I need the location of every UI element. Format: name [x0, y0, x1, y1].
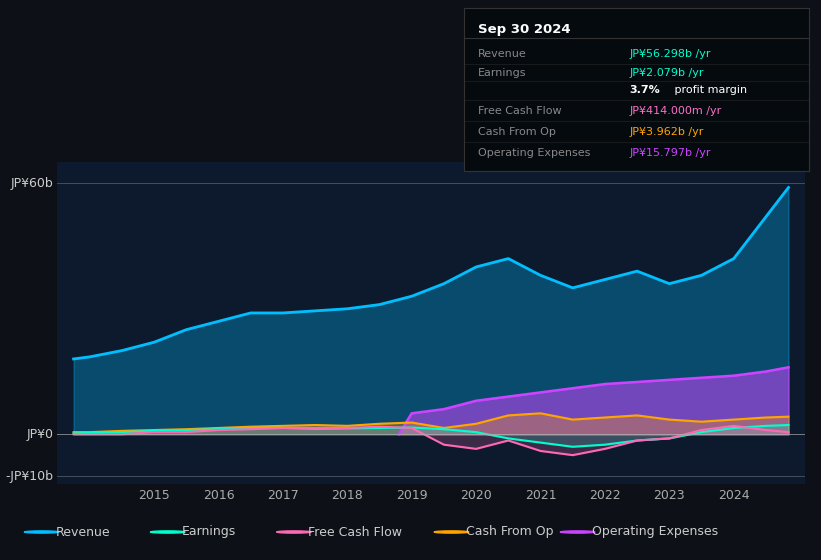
- Circle shape: [25, 531, 59, 533]
- Text: Sep 30 2024: Sep 30 2024: [478, 23, 571, 36]
- Text: Cash From Op: Cash From Op: [478, 127, 556, 137]
- Text: Operating Expenses: Operating Expenses: [478, 148, 590, 158]
- Text: JP¥3.962b /yr: JP¥3.962b /yr: [630, 127, 704, 137]
- Text: Operating Expenses: Operating Expenses: [592, 525, 718, 539]
- Circle shape: [150, 531, 185, 533]
- Text: profit margin: profit margin: [671, 85, 747, 95]
- Text: Earnings: Earnings: [182, 525, 236, 539]
- Text: Free Cash Flow: Free Cash Flow: [478, 106, 562, 116]
- Circle shape: [434, 531, 469, 533]
- Circle shape: [277, 531, 311, 533]
- Text: JP¥2.079b /yr: JP¥2.079b /yr: [630, 68, 704, 78]
- Text: -JP¥10b: -JP¥10b: [6, 469, 53, 483]
- Text: JP¥0: JP¥0: [27, 428, 53, 441]
- Text: JP¥414.000m /yr: JP¥414.000m /yr: [630, 106, 722, 116]
- Text: Earnings: Earnings: [478, 68, 526, 78]
- Text: Revenue: Revenue: [56, 525, 111, 539]
- Text: Free Cash Flow: Free Cash Flow: [308, 525, 402, 539]
- Text: JP¥15.797b /yr: JP¥15.797b /yr: [630, 148, 711, 158]
- Text: 3.7%: 3.7%: [630, 85, 660, 95]
- Text: Revenue: Revenue: [478, 49, 526, 59]
- Text: Cash From Op: Cash From Op: [466, 525, 553, 539]
- Text: JP¥60b: JP¥60b: [11, 177, 53, 190]
- Circle shape: [560, 531, 595, 533]
- Text: JP¥56.298b /yr: JP¥56.298b /yr: [630, 49, 711, 59]
